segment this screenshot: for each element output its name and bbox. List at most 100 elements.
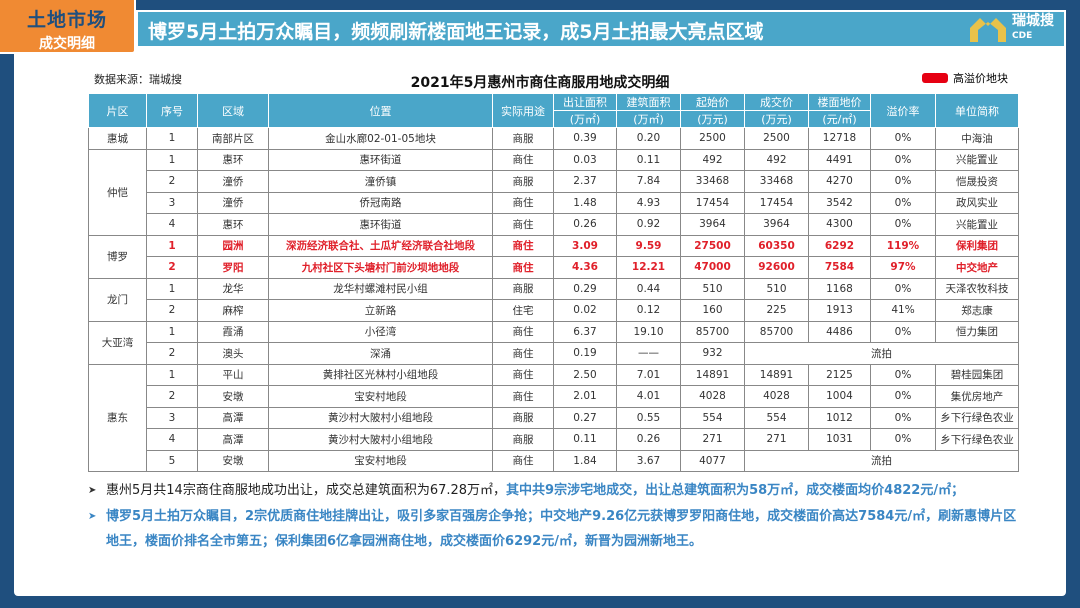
table-cell: 492 <box>680 148 745 171</box>
table-cell: 0.26 <box>553 213 617 236</box>
table-cell: 0% <box>870 213 936 236</box>
table-cell: 12.21 <box>616 256 681 279</box>
table-cell: 27500 <box>680 234 745 257</box>
table-cell: 商住 <box>492 234 554 257</box>
note-1: ➤ 惠州5月共14宗商住商服地成功出让，成交总建筑面积为67.28万㎡，其中共9宗… <box>88 478 1028 503</box>
table-cell: 4 <box>146 213 198 236</box>
table-cell: 保利集团 <box>935 234 1019 257</box>
table-cell: 惠环街道 <box>268 213 493 236</box>
table-cell: 3 <box>146 191 198 214</box>
table-cell: 0.03 <box>553 148 617 171</box>
table-cell: 14891 <box>744 363 809 386</box>
table-title: 2021年5月惠州市商住商服用地成交明细 <box>410 75 670 91</box>
table-cell: 4 <box>146 428 198 451</box>
table-cell: 商住 <box>492 449 554 472</box>
table-cell: 160 <box>680 299 745 322</box>
table-cell: 宝安村地段 <box>268 449 493 472</box>
table-cell: 深涌 <box>268 342 493 365</box>
table-cell: 4.93 <box>616 191 681 214</box>
table-cell: 0.19 <box>553 342 617 365</box>
table-cell: 政风实业 <box>935 191 1019 214</box>
table-cell: 商住 <box>492 213 554 236</box>
table-cell: 60350 <box>744 234 809 257</box>
table-cell: 3.09 <box>553 234 617 257</box>
table-row: 2 澳头 深涌 商住 0.19 —— 932 流拍 <box>89 342 1019 365</box>
table-cell: 119% <box>870 234 936 257</box>
column-header: 序号 <box>146 93 198 128</box>
table-cell: 7.84 <box>616 170 681 193</box>
arrow-bullet-icon: ➤ <box>88 485 97 496</box>
table-row: 仲恺 1 惠环 惠环街道 商住 0.03 0.11 492 492 4491 0% 兴能置业 <box>88 148 1019 236</box>
table-cell: 1913 <box>808 299 871 322</box>
table-cell: 0% <box>870 170 936 193</box>
district-cell: 龙门 <box>88 277 147 322</box>
section-tab: 土地市场 成交明细 <box>0 0 136 54</box>
note-2: ➤ 博罗5月土拍万众瞩目，2宗优质商住地挂牌出让，吸引多家百强房企争抢；中交地产9… <box>88 504 1028 554</box>
table-cell: 2 <box>146 385 198 408</box>
table-cell: 1.48 <box>553 191 617 214</box>
table-cell: 安墩 <box>197 449 269 472</box>
table-cell: 4.01 <box>616 385 681 408</box>
table-cell: —— <box>616 342 681 365</box>
land-deal-table: 片区 序号 区域 位置 实际用途 出让面积 建筑面积 起始价 成交价 楼面地价 溢价率 单位简称 (万㎡… <box>88 93 1019 472</box>
table-cell: 流拍 <box>744 449 1019 472</box>
table-cell: 2125 <box>808 363 871 386</box>
table-cell: 492 <box>744 148 809 171</box>
table-row: 博罗 1 园洲 深沥经济联合社、土瓜圹经济联合社地段 商住 3.09 9.59 27500 60… <box>88 234 1019 279</box>
table-cell: 0.39 <box>553 127 617 150</box>
table-cell: 1.84 <box>553 449 617 472</box>
district-cell: 惠东 <box>88 363 147 472</box>
legend: 高溢价地块 <box>922 70 1008 86</box>
column-header: 区域 <box>197 93 269 128</box>
table-cell: 225 <box>744 299 809 322</box>
table-cell: 兴能置业 <box>935 148 1019 171</box>
table-cell: 19.10 <box>616 320 681 343</box>
table-cell: 商服 <box>492 127 554 150</box>
table-cell: 0% <box>870 127 936 150</box>
district-cell: 仲恺 <box>88 148 147 236</box>
table-row: 3 潼侨 侨冠南路 商住 1.48 4.93 17454 17454 3542 0% 政风实业 <box>89 191 1019 214</box>
table-row: 大亚湾 1 霞涌 小径湾 商住 6.37 19.10 85700 85700 4486 0% 恒力集团 <box>88 320 1019 365</box>
table-cell: 2.50 <box>553 363 617 386</box>
district-cell: 惠城 <box>88 127 147 150</box>
table-cell: 0.02 <box>553 299 617 322</box>
logo-name: 瑞城搜 <box>1012 13 1054 29</box>
column-header: 成交价 <box>744 93 809 111</box>
table-cell: 0% <box>870 320 936 343</box>
table-cell: 潼侨 <box>197 191 269 214</box>
column-unit: (万元) <box>680 110 745 128</box>
table-cell: 0.44 <box>616 277 681 300</box>
table-cell: 龙华村螺滩村民小组 <box>268 277 493 300</box>
legend-label: 高溢价地块 <box>953 72 1008 85</box>
table-cell: 5 <box>146 449 198 472</box>
column-header: 位置 <box>268 93 493 128</box>
table-cell: 271 <box>744 428 809 451</box>
table-cell: 4300 <box>808 213 871 236</box>
district-cell: 大亚湾 <box>88 320 147 365</box>
title-banner: 博罗5月土拍万众瞩目，频频刷新楼面地王记录，成5月土拍最大亮点区域 瑞城搜 CDE <box>136 10 1066 48</box>
table-cell: 0% <box>870 363 936 386</box>
table-cell: 商服 <box>492 170 554 193</box>
table-cell: 510 <box>744 277 809 300</box>
table-cell: 0.26 <box>616 428 681 451</box>
table-cell: 九村社区下头塘村门前沙坝地地段 <box>268 256 493 279</box>
table-cell: 2 <box>146 170 198 193</box>
table-cell: 商住 <box>492 320 554 343</box>
table-cell: 商服 <box>492 406 554 429</box>
table-cell: 92600 <box>744 256 809 279</box>
table-row: 惠城 1 南部片区 金山水廊02-01-05地块 商服 0.39 0.20 2500 2500 1… <box>88 127 1019 150</box>
column-header: 溢价率 <box>870 93 936 128</box>
table-cell: 惠环 <box>197 213 269 236</box>
table-cell: 3964 <box>744 213 809 236</box>
table-row: 2 潼侨 潼侨镇 商服 2.37 7.84 33468 33468 4270 0% 恺晟投资 <box>89 170 1019 193</box>
table-cell: 3 <box>146 406 198 429</box>
district-cell: 博罗 <box>88 234 147 279</box>
table-row: 4 惠环 惠环街道 商住 0.26 0.92 3964 3964 4300 0% 兴能置业 <box>89 213 1019 236</box>
table-cell: 商住 <box>492 385 554 408</box>
note-1-highlight: 其中共9宗涉宅地成交，出让总建筑面积为58万㎡，成交楼面均价4822元/㎡； <box>506 483 965 498</box>
table-cell: 1 <box>146 148 198 171</box>
table-cell: 0.11 <box>553 428 617 451</box>
table-cell: 乡下行绿色农业 <box>935 428 1019 451</box>
table-cell: 流拍 <box>744 342 1019 365</box>
table-cell: 2500 <box>744 127 809 150</box>
